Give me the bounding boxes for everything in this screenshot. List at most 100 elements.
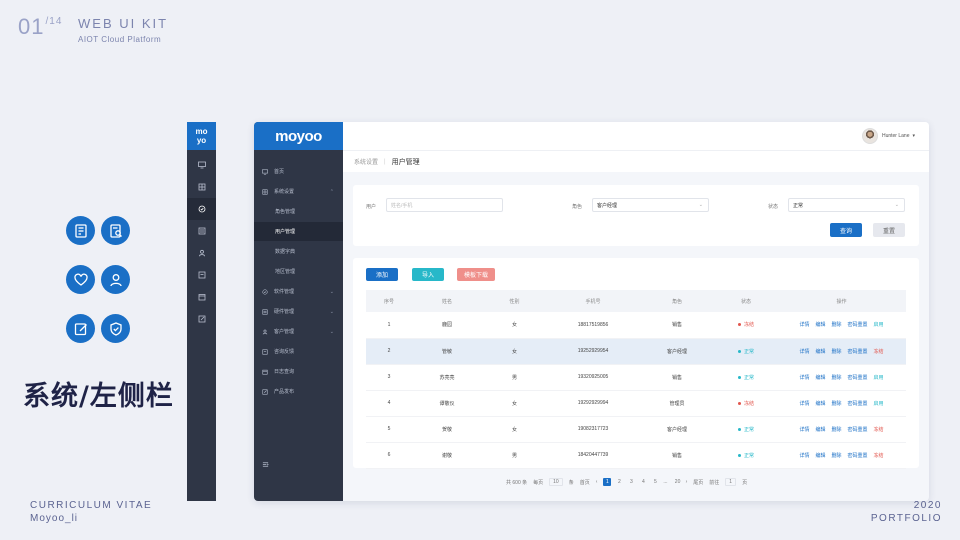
add-button[interactable]: 添加 xyxy=(366,268,398,281)
collapse-sidebar-icon[interactable] xyxy=(262,455,269,473)
row-action-0[interactable]: 详情 xyxy=(799,322,810,329)
row-action-2[interactable]: 删除 xyxy=(831,322,842,329)
template-download-button[interactable]: 模板下载 xyxy=(457,268,495,281)
row-toggle-action[interactable]: 冻结 xyxy=(873,426,884,433)
mini-nav-feedback[interactable] xyxy=(187,264,216,286)
app-logo[interactable]: moyoo xyxy=(254,122,343,150)
row-toggle-action[interactable]: 启用 xyxy=(873,374,884,381)
mini-logo[interactable]: mo yo xyxy=(187,122,216,150)
table-row[interactable]: 2 管敏女 19252929954 客户经理 正常 详情 编辑 删除 密码重置 冻结 xyxy=(366,338,906,365)
mini-nav-customer[interactable] xyxy=(187,242,216,264)
sidebar-item-1[interactable]: 系统设置 ⌃ xyxy=(254,182,343,201)
pager-page[interactable]: 4 xyxy=(642,479,645,485)
sidebar-item-10[interactable]: 日志查询 xyxy=(254,362,343,381)
status-select[interactable]: 正常 ⌄ xyxy=(788,198,905,212)
cell-name: 苏亮亮 xyxy=(412,364,482,391)
cell-role: 管理员 xyxy=(639,390,715,417)
import-button[interactable]: 导入 xyxy=(412,268,444,281)
row-action-0[interactable]: 详情 xyxy=(799,400,810,407)
user-name: Hunter Lane xyxy=(881,133,910,139)
cell-sex: 女 xyxy=(482,312,547,339)
row-toggle-action[interactable]: 启用 xyxy=(873,400,884,407)
row-toggle-action[interactable]: 启用 xyxy=(873,322,884,329)
pager-page[interactable]: 5 xyxy=(654,479,657,485)
row-action-3[interactable]: 密码重置 xyxy=(847,400,868,407)
pager-last[interactable]: 尾页 xyxy=(693,479,704,486)
sidebar-item-7[interactable]: 硬件管理 ⌄ xyxy=(254,302,343,321)
row-action-3[interactable]: 密码重置 xyxy=(847,322,868,329)
table-row[interactable]: 5 贺敬女 19082317723 客户经理 正常 详情 编辑 删除 密码重置 冻结 xyxy=(366,416,906,443)
row-action-1[interactable]: 编辑 xyxy=(815,322,826,329)
reset-button[interactable]: 重置 xyxy=(873,223,905,237)
pager-goto-input[interactable]: 1 xyxy=(725,478,737,486)
row-action-3[interactable]: 密码重置 xyxy=(847,348,868,355)
sidebar-item-label: 数据字典 xyxy=(275,249,296,255)
pager-page[interactable]: 2 xyxy=(618,479,621,485)
mini-nav-home[interactable] xyxy=(187,154,216,176)
sidebar-item-label: 软件管理 xyxy=(274,289,295,295)
row-action-3[interactable]: 密码重置 xyxy=(847,426,868,433)
sidebar-item-11[interactable]: 产品发布 xyxy=(254,382,343,401)
mini-nav-hardware[interactable] xyxy=(187,220,216,242)
row-action-0[interactable]: 详情 xyxy=(799,348,810,355)
sidebar-item-8[interactable]: 客户管理 ⌄ xyxy=(254,322,343,341)
sidebar-item-6[interactable]: 软件管理 ⌄ xyxy=(254,282,343,301)
cell-no: 5 xyxy=(366,416,412,443)
table-row[interactable]: 4 谭敬仪女 19292929994 管理员 冻结 详情 编辑 删除 密码重置 启用 xyxy=(366,390,906,417)
breadcrumb-parent[interactable]: 系统设置 xyxy=(354,160,379,166)
pager-prev[interactable]: ‹ xyxy=(595,479,598,485)
row-action-1[interactable]: 编辑 xyxy=(815,400,826,407)
sidebar-item-0[interactable]: 首页 xyxy=(254,162,343,181)
pager-page[interactable]: 1 xyxy=(603,478,612,486)
row-action-3[interactable]: 密码重置 xyxy=(847,452,868,459)
row-action-1[interactable]: 编辑 xyxy=(815,426,826,433)
row-action-2[interactable]: 删除 xyxy=(831,452,842,459)
row-action-0[interactable]: 详情 xyxy=(799,374,810,381)
mini-nav-software[interactable] xyxy=(187,198,216,220)
table-row[interactable]: 3 苏亮亮男 19320925005 销售 正常 详情 编辑 删除 密码重置 启用 xyxy=(366,364,906,391)
role-select[interactable]: 客户经理 ⌄ xyxy=(592,198,709,212)
row-toggle-action[interactable]: 冻结 xyxy=(873,452,884,459)
row-action-2[interactable]: 删除 xyxy=(831,426,842,433)
row-action-3[interactable]: 密码重置 xyxy=(847,374,868,381)
pager-per-page-select[interactable]: 10 xyxy=(549,478,563,486)
user-menu[interactable]: Hunter Lane ▾ xyxy=(861,128,915,144)
mini-nav-log[interactable] xyxy=(187,286,216,308)
row-action-1[interactable]: 编辑 xyxy=(815,374,826,381)
sidebar-item-5[interactable]: 地区管理 xyxy=(254,262,343,281)
cell-sex: 女 xyxy=(482,416,547,443)
cell-phone: 19252929954 xyxy=(547,338,639,365)
table-row[interactable]: 1 鹿园女 18817519856 销售 冻结 详情 编辑 删除 密码重置 启用 xyxy=(366,312,906,339)
icon-cluster xyxy=(66,216,132,363)
status-dot xyxy=(737,427,741,431)
sidebar-item-label: 咨询反馈 xyxy=(274,349,295,355)
pager-next[interactable]: › xyxy=(685,479,688,485)
top-bar: Hunter Lane ▾ xyxy=(343,122,929,150)
row-action-2[interactable]: 删除 xyxy=(831,348,842,355)
row-action-1[interactable]: 编辑 xyxy=(815,348,826,355)
cell-role: 客户经理 xyxy=(639,416,715,443)
row-action-1[interactable]: 编辑 xyxy=(815,452,826,459)
query-button[interactable]: 查询 xyxy=(830,223,862,237)
sidebar-item-2[interactable]: 角色管理 xyxy=(254,202,343,221)
pager-first[interactable]: 首页 xyxy=(579,479,590,486)
user-search-input[interactable]: 姓名/手机 xyxy=(386,198,503,212)
row-action-0[interactable]: 详情 xyxy=(799,426,810,433)
sidebar-item-9[interactable]: 咨询反馈 xyxy=(254,342,343,361)
sidebar-item-4[interactable]: 数据字典 xyxy=(254,242,343,261)
mini-nav-publish[interactable] xyxy=(187,308,216,330)
sidebar-item-3[interactable]: 用户管理 xyxy=(254,222,343,241)
row-action-2[interactable]: 删除 xyxy=(831,400,842,407)
cell-phone: 18817519856 xyxy=(547,312,639,339)
mini-nav-system[interactable] xyxy=(187,176,216,198)
chevron-down-icon[interactable]: ▾ xyxy=(912,133,915,139)
pager-page[interactable]: 20 xyxy=(674,479,681,485)
edit-icon xyxy=(66,314,95,343)
row-toggle-action[interactable]: 冻结 xyxy=(873,348,884,355)
row-action-2[interactable]: 删除 xyxy=(831,374,842,381)
user-table-card: 添加 导入 模板下载 序号 姓名 性别 手机号 角色 状态 操作 1 鹿园女 188175198… xyxy=(353,258,919,469)
row-action-0[interactable]: 详情 xyxy=(799,452,810,459)
avatar[interactable] xyxy=(861,128,878,144)
pager-page[interactable]: 3 xyxy=(630,479,633,485)
table-row[interactable]: 6 谢敬男 18420447739 销售 正常 详情 编辑 删除 密码重置 冻结 xyxy=(366,442,906,469)
